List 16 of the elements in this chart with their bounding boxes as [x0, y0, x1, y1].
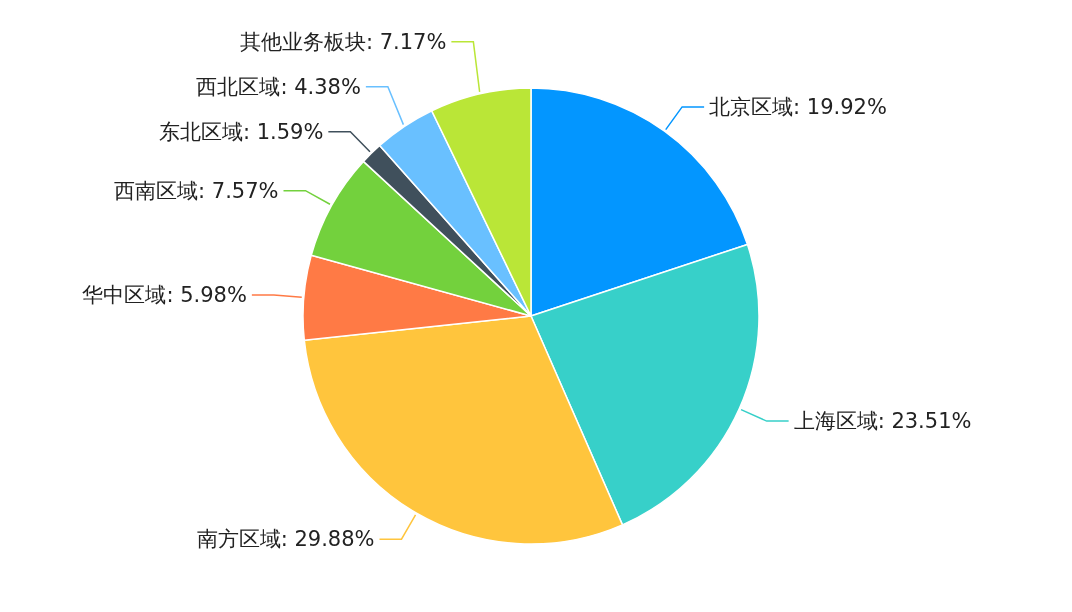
slice-label: 北京区域: [709, 95, 794, 120]
data-label: : 23.51%: [877, 409, 972, 434]
slice-label: 西南区域: [114, 178, 199, 203]
data-label: : 1.59%: [242, 120, 324, 145]
data-label: : 7.17%: [365, 30, 447, 55]
data-label: : 5.98%: [166, 283, 247, 308]
slice-label: 西北区域: [196, 75, 281, 100]
slice-label: 其他业务板块: [239, 30, 366, 55]
data-label: : 7.57%: [198, 178, 279, 203]
data-label: : 19.92%: [793, 95, 887, 120]
data-label: : 4.38%: [280, 75, 361, 100]
slice-label: 华中区域: [82, 283, 167, 308]
slice-label: 南方区域: [196, 527, 281, 552]
data-label: : 29.88%: [280, 527, 375, 552]
slice-label: 上海区域: [793, 409, 878, 434]
slice-label: 东北区域: [158, 120, 243, 145]
